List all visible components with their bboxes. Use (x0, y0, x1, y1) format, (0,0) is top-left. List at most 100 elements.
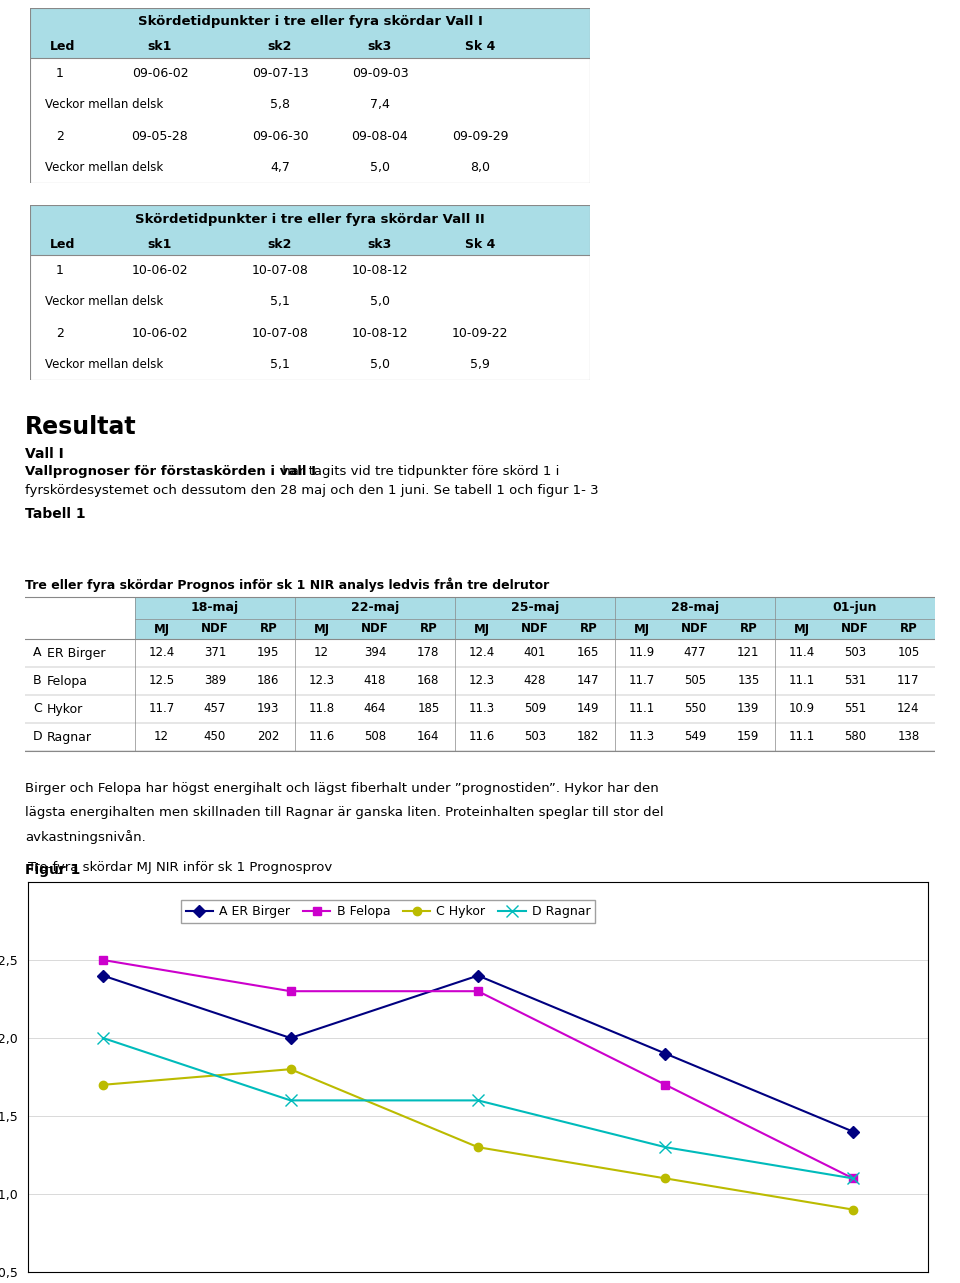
Text: Led: Led (50, 41, 76, 54)
Text: 457: 457 (204, 703, 227, 716)
Text: 139: 139 (737, 703, 759, 716)
Text: 505: 505 (684, 675, 706, 688)
Text: 503: 503 (844, 647, 866, 659)
Text: MJ: MJ (634, 622, 650, 635)
Text: 11.7: 11.7 (149, 703, 175, 716)
Text: 394: 394 (364, 647, 386, 659)
Text: Tre-fyra skördar MJ NIR inför sk 1 Prognosprov: Tre-fyra skördar MJ NIR inför sk 1 Progn… (28, 861, 332, 874)
Text: MJ: MJ (473, 622, 490, 635)
Text: 418: 418 (364, 675, 386, 688)
Text: 10-07-08: 10-07-08 (252, 264, 308, 277)
Text: 182: 182 (577, 730, 600, 744)
Text: fyrskördesystemet och dessutom den 28 maj och den 1 juni. Se tabell 1 och figur : fyrskördesystemet och dessutom den 28 ma… (25, 484, 599, 497)
Text: 1: 1 (56, 264, 64, 277)
Text: 09-09-03: 09-09-03 (351, 67, 408, 80)
Text: 195: 195 (257, 647, 279, 659)
Text: MJ: MJ (794, 622, 809, 635)
Text: sk1: sk1 (148, 237, 172, 250)
Bar (135, 597, 935, 618)
Text: 5,0: 5,0 (370, 358, 390, 371)
Bar (30, 36, 590, 58)
Text: 09-06-02: 09-06-02 (132, 67, 188, 80)
Text: 10-06-02: 10-06-02 (132, 327, 188, 340)
Text: Hykor: Hykor (47, 703, 84, 716)
Text: RP: RP (739, 622, 757, 635)
Text: 12.4: 12.4 (468, 647, 494, 659)
Bar (30, 8, 590, 36)
Text: 10-09-22: 10-09-22 (452, 327, 508, 340)
Text: 531: 531 (844, 675, 866, 688)
Text: 5,8: 5,8 (270, 99, 290, 112)
Text: NDF: NDF (361, 622, 389, 635)
Text: sk2: sk2 (268, 41, 292, 54)
Text: lägsta energihalten men skillnaden till Ragnar är ganska liten. Proteinhalten sp: lägsta energihalten men skillnaden till … (25, 806, 663, 819)
Text: 12: 12 (314, 647, 329, 659)
Bar (135, 618, 935, 639)
Text: 09-09-29: 09-09-29 (452, 130, 508, 142)
Text: NDF: NDF (202, 622, 228, 635)
Text: 12.3: 12.3 (308, 675, 335, 688)
Text: 11.6: 11.6 (308, 730, 335, 744)
Text: RP: RP (420, 622, 437, 635)
Text: Tabell 1: Tabell 1 (25, 507, 85, 521)
Text: 11.3: 11.3 (629, 730, 655, 744)
Text: 10.9: 10.9 (788, 703, 815, 716)
Text: 10-08-12: 10-08-12 (351, 327, 408, 340)
Text: 09-05-28: 09-05-28 (132, 130, 188, 142)
Text: 10-07-08: 10-07-08 (252, 327, 308, 340)
Text: MJ: MJ (314, 622, 329, 635)
Text: 193: 193 (257, 703, 279, 716)
Text: 28-maj: 28-maj (671, 602, 719, 615)
Text: C: C (33, 703, 41, 716)
Text: sk3: sk3 (368, 41, 392, 54)
Text: 580: 580 (844, 730, 866, 744)
Text: 178: 178 (418, 647, 440, 659)
Text: 389: 389 (204, 675, 227, 688)
Text: 509: 509 (524, 703, 546, 716)
Text: 11.3: 11.3 (468, 703, 494, 716)
Text: Veckor mellan delsk: Veckor mellan delsk (45, 160, 163, 174)
Legend: A ER Birger, B Felopa, C Hykor, D Ragnar: A ER Birger, B Felopa, C Hykor, D Ragnar (180, 899, 595, 922)
Text: Vallprognoser för förstaskörden i vall I: Vallprognoser för förstaskörden i vall I (25, 464, 316, 479)
Text: Vall I: Vall I (25, 446, 63, 461)
Text: 5,0: 5,0 (370, 295, 390, 308)
Text: A: A (33, 647, 41, 659)
Text: ER Birger: ER Birger (47, 647, 106, 659)
Text: 549: 549 (684, 730, 707, 744)
Text: 11.8: 11.8 (308, 703, 335, 716)
Text: 105: 105 (898, 647, 920, 659)
Text: Felopa: Felopa (47, 675, 88, 688)
Text: Figur 1: Figur 1 (25, 863, 81, 878)
Text: 164: 164 (417, 730, 440, 744)
Text: Skördetidpunkter i tre eller fyra skördar Vall II: Skördetidpunkter i tre eller fyra skörda… (135, 213, 485, 226)
Text: 11.1: 11.1 (788, 675, 815, 688)
Text: NDF: NDF (521, 622, 549, 635)
Text: 477: 477 (684, 647, 707, 659)
Text: 11.1: 11.1 (629, 703, 655, 716)
Text: 4,7: 4,7 (270, 160, 290, 174)
Text: 138: 138 (898, 730, 920, 744)
Text: har tagits vid tre tidpunkter före skörd 1 i: har tagits vid tre tidpunkter före skörd… (278, 464, 560, 479)
Text: 2: 2 (56, 130, 64, 142)
Text: 202: 202 (257, 730, 279, 744)
Text: Resultat: Resultat (25, 414, 136, 439)
Text: 135: 135 (737, 675, 759, 688)
Text: 147: 147 (577, 675, 600, 688)
Text: 2: 2 (56, 327, 64, 340)
Text: 11.6: 11.6 (468, 730, 494, 744)
Text: 186: 186 (257, 675, 279, 688)
Text: 22-maj: 22-maj (350, 602, 399, 615)
Text: 12.4: 12.4 (149, 647, 175, 659)
Text: Sk 4: Sk 4 (465, 41, 495, 54)
Text: RP: RP (900, 622, 917, 635)
Text: 428: 428 (524, 675, 546, 688)
Text: 7,4: 7,4 (370, 99, 390, 112)
Text: 165: 165 (577, 647, 600, 659)
Text: 450: 450 (204, 730, 227, 744)
Text: 10-06-02: 10-06-02 (132, 264, 188, 277)
Text: 11.7: 11.7 (629, 675, 655, 688)
Text: 185: 185 (418, 703, 440, 716)
Text: 508: 508 (364, 730, 386, 744)
Text: 5,1: 5,1 (270, 295, 290, 308)
Text: 159: 159 (737, 730, 759, 744)
